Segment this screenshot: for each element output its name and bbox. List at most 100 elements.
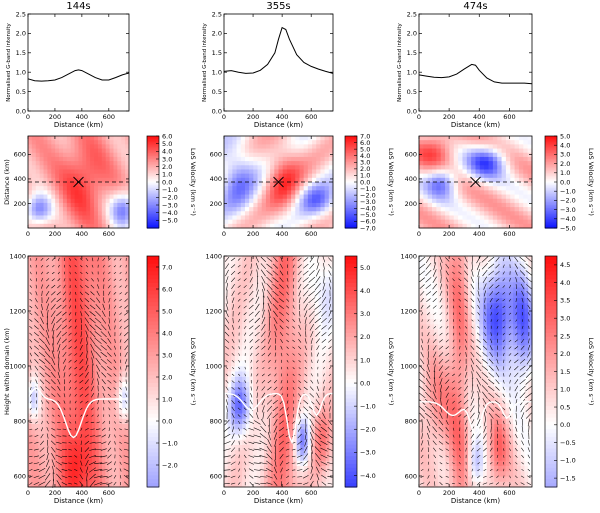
velocity-vector [107,393,111,397]
velocity-cell [125,182,130,187]
velocity-cell [282,445,287,451]
velocity-vector [114,318,116,323]
x-tick-label: 200 [49,113,61,121]
colorbar-tick-label: 1.0 [162,395,172,403]
velocity-cell [39,190,45,196]
velocity-vector [80,427,83,431]
velocity-cell [256,382,261,388]
velocity-cell [43,223,48,229]
velocity-cell [234,460,240,467]
velocity-cell [449,198,455,204]
colorbar-cell [147,162,159,165]
velocity-cell [432,186,437,191]
velocity-cell [48,418,53,425]
velocity-cell [436,148,442,154]
velocity-cell [240,177,246,183]
velocity-vector [63,278,66,282]
velocity-cell [440,223,446,229]
velocity-vector [74,407,77,411]
velocity-cell [82,136,87,141]
velocity-cell [86,140,91,145]
velocity-cell [81,308,86,315]
velocity-cell [122,445,127,451]
velocity-cell [91,455,96,462]
x-tick-label: 0 [26,489,30,497]
velocity-cell [78,215,83,221]
velocity-cell [31,445,36,451]
velocity-cell [108,282,113,288]
x-tick-label: 600 [305,230,317,238]
velocity-cell [295,190,300,196]
velocity-cell [238,439,243,446]
velocity-cell [90,223,95,229]
velocity-cell [97,186,103,191]
velocity-cell [286,156,292,162]
velocity-cell [234,271,240,278]
velocity-cell [47,140,52,145]
velocity-cell [122,334,127,341]
velocity-cell [256,466,261,472]
velocity-cell [295,215,300,221]
velocity-cell [102,455,106,462]
velocity-cell [316,219,321,225]
colorbar-cell [545,182,557,185]
velocity-cell [271,476,276,483]
velocity-cell [82,223,87,229]
velocity-cell [253,471,258,477]
velocity-cell [261,169,267,175]
velocity-vector [124,298,128,302]
velocity-cell [286,202,292,208]
velocity-cell [505,148,511,154]
velocity-cell [34,424,39,430]
velocity-cell [286,148,292,154]
velocity-cell [121,177,126,183]
velocity-cell [94,198,99,204]
velocity-cell [263,303,269,309]
velocity-cell [86,144,91,150]
velocity-cell [244,152,250,158]
velocity-cell [61,392,66,399]
velocity-vector [125,393,128,398]
colorbar-cell [545,171,557,174]
velocity-cell [253,177,259,183]
velocity-cell [274,198,279,204]
velocity-cell [286,136,292,141]
velocity-cell [257,140,263,145]
velocity-cell [95,287,100,294]
velocity-cell [307,223,313,229]
velocity-cell [125,476,130,483]
velocity-cell [278,481,283,488]
velocity-cell [234,366,240,372]
velocity-vector [103,284,105,289]
velocity-cell [224,334,229,341]
velocity-cell [74,219,79,225]
velocity-cell [267,481,272,488]
velocity-cell [419,223,424,229]
velocity-cell [74,169,79,175]
velocity-vector [34,372,38,378]
velocity-vector [79,373,84,377]
velocity-cell [518,148,524,154]
velocity-cell [48,355,53,362]
velocity-cell [112,355,117,362]
velocity-cell [249,287,254,294]
velocity-cell [121,156,126,162]
velocity-cell [68,292,73,299]
velocity-cell [238,424,243,430]
velocity-cell [58,418,63,425]
velocity-cell [479,152,485,158]
velocity-cell [278,169,284,175]
x-tick-label: 0 [26,113,30,121]
velocity-cell [505,177,511,183]
velocity-cell [66,165,72,170]
velocity-cell [295,152,300,158]
velocity-cell [75,329,79,336]
velocity-vector [100,331,107,338]
colorbar-tick-label: −6.0 [360,218,376,226]
velocity-cell [227,292,232,299]
velocity-cell [285,319,290,325]
velocity-cell [82,215,87,221]
velocity-cell [466,144,472,150]
colorbar-cell [345,212,357,215]
velocity-cell [31,382,36,388]
